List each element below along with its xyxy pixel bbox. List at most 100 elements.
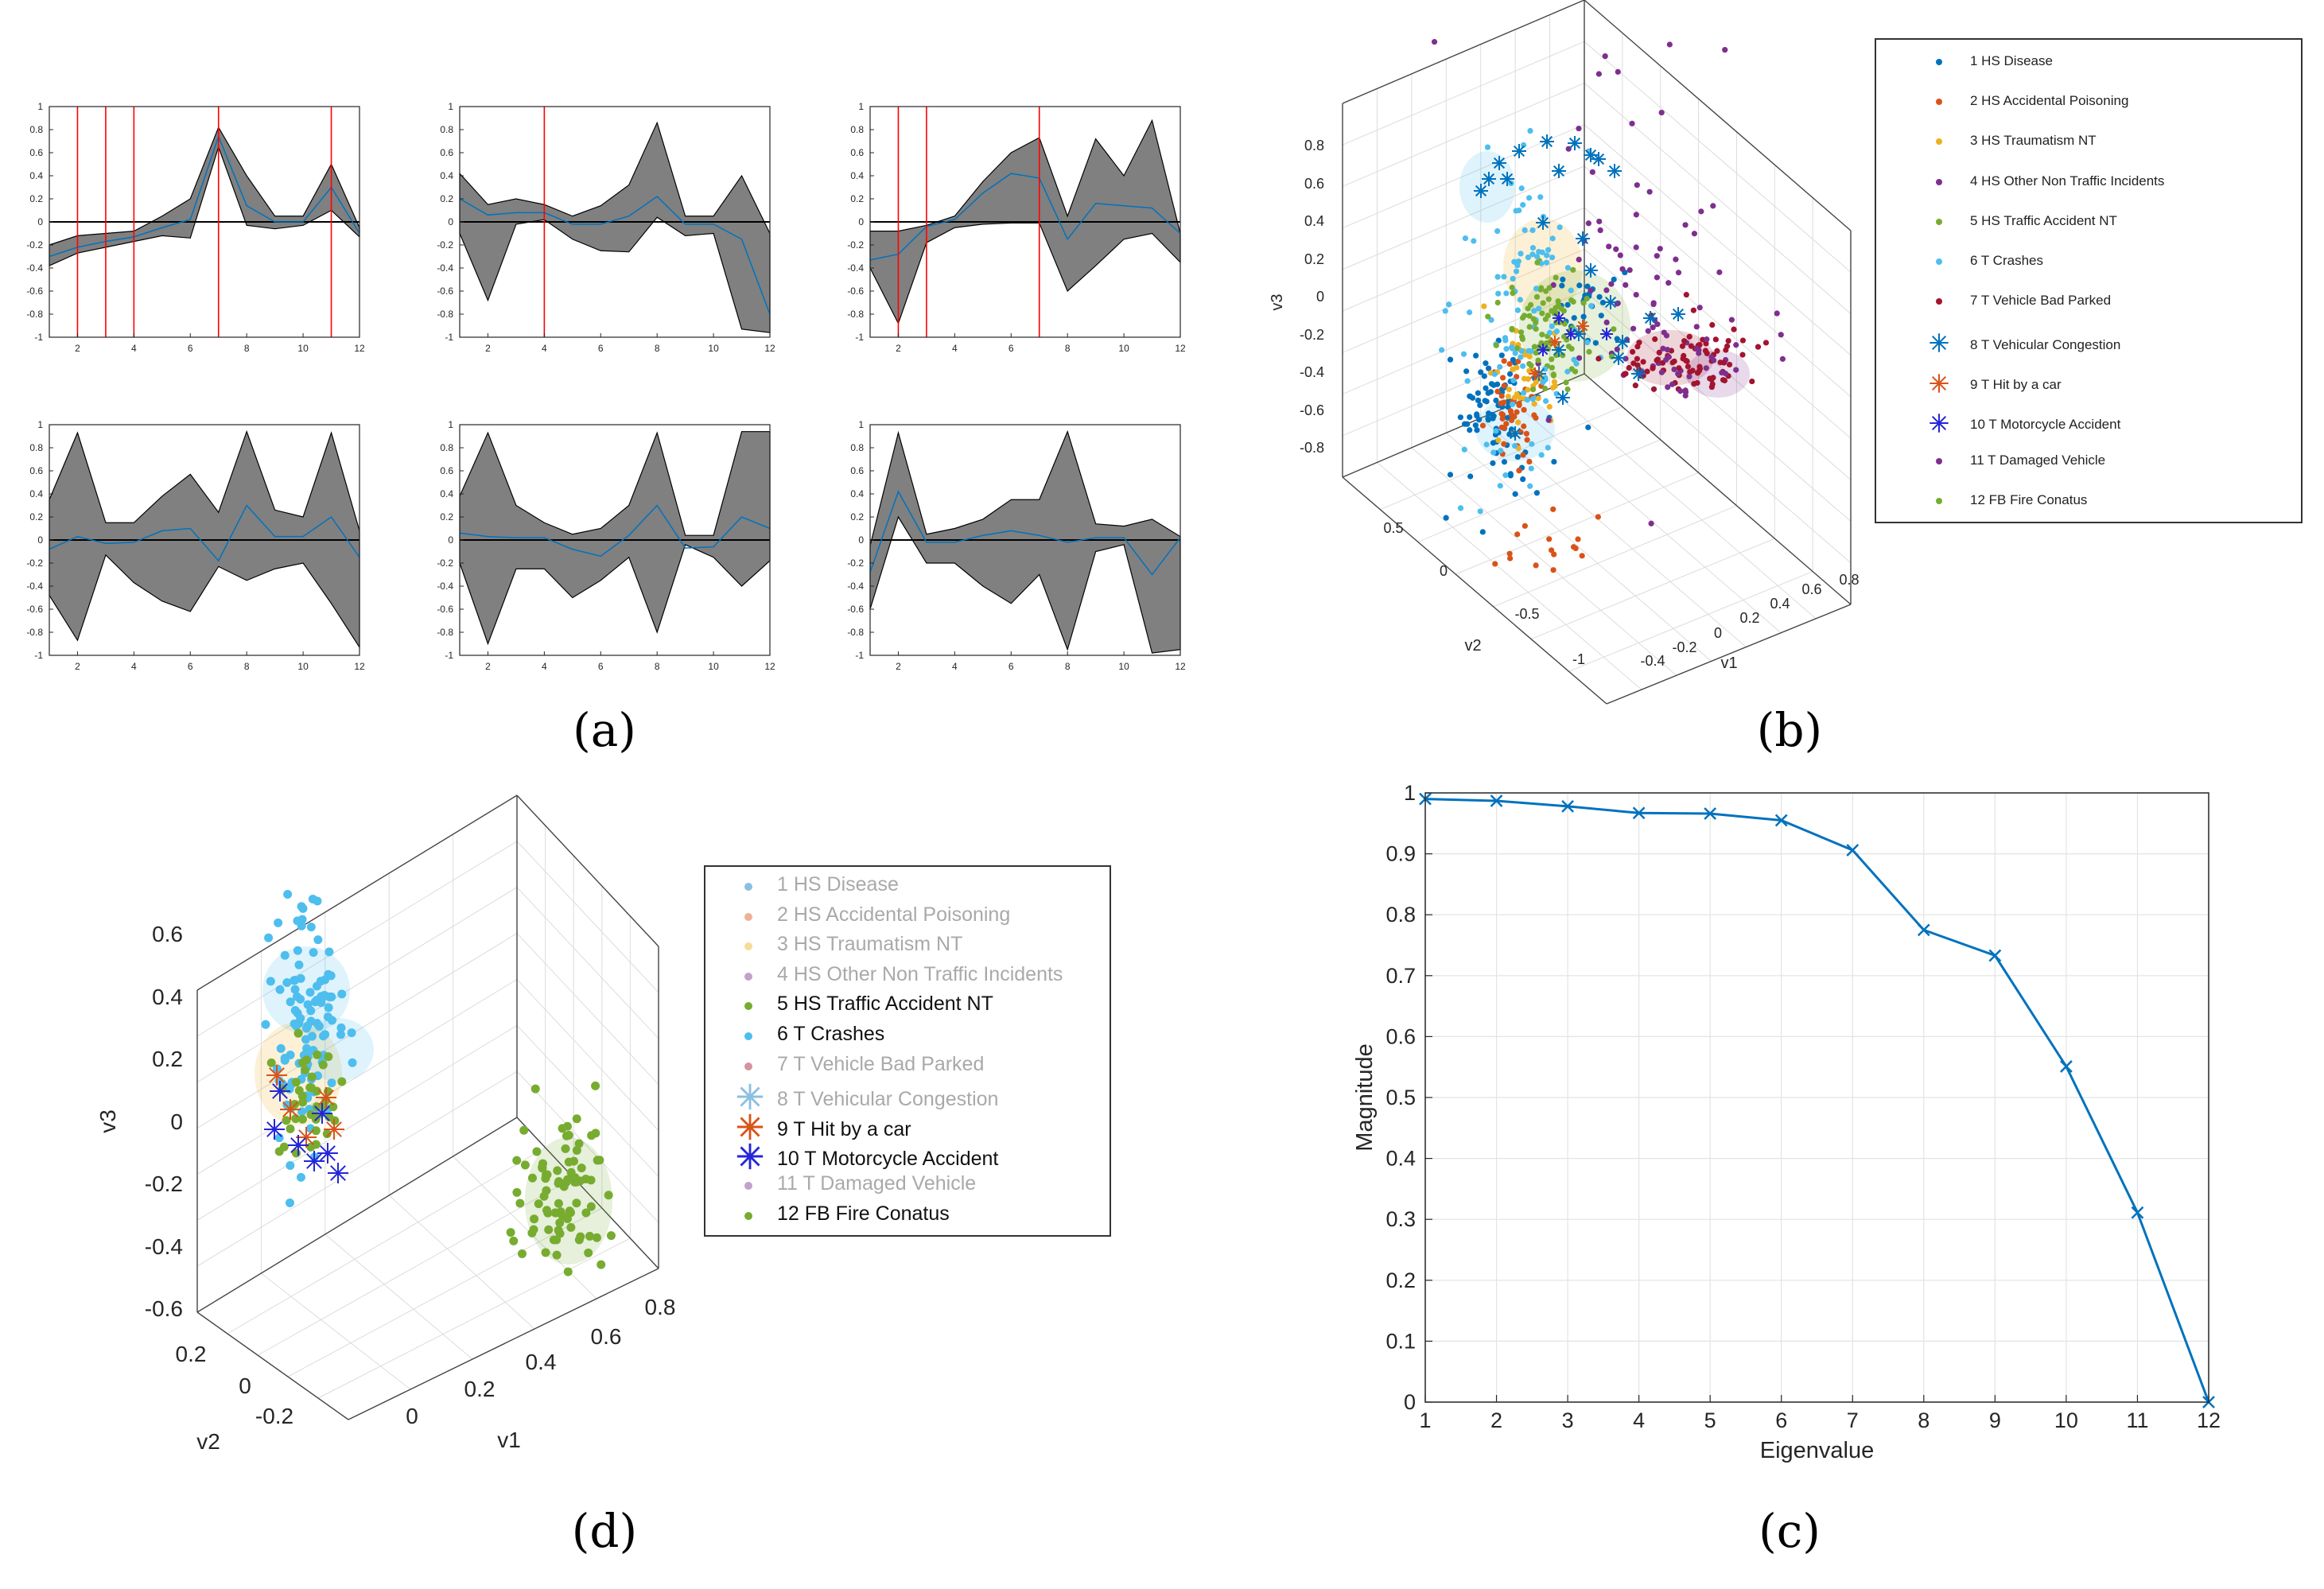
data-point bbox=[1498, 352, 1505, 359]
ytick-label: 0.2 bbox=[1385, 1268, 1416, 1292]
data-point bbox=[1683, 291, 1689, 298]
data-point bbox=[1529, 227, 1536, 234]
data-point bbox=[1698, 208, 1704, 215]
data-point bbox=[554, 1199, 563, 1208]
data-point bbox=[1530, 316, 1537, 322]
legend-item: 3 HS Traumatism NT bbox=[736, 933, 962, 956]
dot-marker-icon bbox=[1924, 53, 1954, 69]
data-point bbox=[1592, 340, 1599, 346]
data-point bbox=[1521, 142, 1527, 148]
subplot-a1: -1-0.8-0.6-0.4-0.200.20.40.60.812 4 6 8 10 12 bbox=[26, 101, 365, 354]
data-point bbox=[1534, 259, 1541, 266]
data-point bbox=[288, 1135, 309, 1156]
data-point bbox=[572, 1199, 581, 1208]
grid-line bbox=[1380, 406, 1623, 511]
data-point bbox=[1585, 424, 1591, 430]
ytick-label: -0.6 bbox=[847, 604, 864, 615]
series-2 bbox=[1492, 506, 1601, 573]
data-point bbox=[1588, 303, 1595, 309]
data-point bbox=[1654, 274, 1660, 281]
ytick-label: 0.6 bbox=[850, 465, 864, 476]
data-point bbox=[512, 1156, 522, 1165]
dot-marker-icon bbox=[736, 1053, 761, 1076]
cluster-halo bbox=[255, 1022, 342, 1125]
data-point bbox=[1457, 414, 1463, 421]
data-point bbox=[1693, 324, 1700, 330]
data-point bbox=[1510, 401, 1516, 407]
dot-marker-icon bbox=[736, 993, 761, 1016]
data-point bbox=[324, 1003, 333, 1012]
data-point bbox=[1549, 308, 1555, 314]
data-point bbox=[325, 947, 334, 957]
data-point bbox=[538, 1164, 547, 1173]
data-point bbox=[1481, 303, 1487, 309]
data-point bbox=[1477, 402, 1483, 409]
ytick-label: 0.7 bbox=[1385, 964, 1416, 988]
grid-line bbox=[1455, 472, 1699, 575]
data-point bbox=[1774, 814, 1788, 827]
panel-c-eigenvalue-line-chart: 1 2 3 4 5 6 7 8 9 10 11 1200.10.20.30.40.50.60.70.8… bbox=[1352, 781, 2221, 1463]
data-point bbox=[1629, 120, 1635, 126]
xtick-label: 4 bbox=[542, 343, 547, 354]
dot-marker-icon bbox=[736, 933, 761, 956]
data-point bbox=[1474, 184, 1488, 198]
data-point bbox=[323, 1012, 332, 1022]
data-point bbox=[1549, 254, 1556, 261]
ytick-label: -0.2 bbox=[847, 558, 864, 569]
data-point bbox=[1571, 356, 1577, 363]
ytick-label: -0.2 bbox=[26, 239, 43, 251]
data-point bbox=[1467, 427, 1473, 433]
ytick-label: 0.6 bbox=[440, 147, 453, 158]
grid-line bbox=[1584, 41, 1852, 273]
series-9 bbox=[1529, 320, 1589, 380]
legend-label: 3 HS Traumatism NT bbox=[777, 933, 963, 956]
legend-item: 10 T Motorcycle Accident bbox=[1924, 413, 2120, 437]
star-stroke bbox=[1584, 149, 1597, 161]
legend-item: 2 HS Accidental Poisoning bbox=[1924, 93, 2128, 109]
star-stroke bbox=[1565, 328, 1576, 340]
data-point bbox=[317, 1143, 338, 1164]
dot-marker-icon bbox=[736, 963, 761, 986]
data-point bbox=[1471, 238, 1477, 244]
data-point bbox=[1493, 428, 1499, 434]
data-point bbox=[293, 946, 302, 955]
marker-stroke bbox=[1774, 814, 1788, 827]
xtick-label: 2 bbox=[485, 343, 491, 354]
data-point bbox=[1676, 365, 1682, 371]
data-point bbox=[2060, 1060, 2073, 1073]
data-point bbox=[1527, 127, 1533, 134]
data-point bbox=[1684, 358, 1690, 364]
data-point bbox=[1714, 348, 1720, 354]
v3-tick-label: 0.6 bbox=[152, 922, 183, 946]
box-edge bbox=[196, 794, 518, 991]
data-point bbox=[1552, 164, 1566, 178]
grid-line bbox=[1342, 41, 1585, 146]
y-axis-label: Magnitude bbox=[1352, 1043, 1378, 1151]
data-point bbox=[558, 1124, 567, 1133]
data-point bbox=[296, 1127, 317, 1148]
data-point bbox=[1513, 268, 1520, 274]
data-point bbox=[1555, 298, 1561, 305]
data-point bbox=[347, 1028, 356, 1038]
data-point bbox=[1673, 256, 1679, 262]
data-point bbox=[552, 1250, 562, 1260]
data-point bbox=[1462, 235, 1469, 242]
grid-line bbox=[1342, 207, 1585, 312]
legend-label: 11 T Damaged Vehicle bbox=[1970, 453, 2106, 468]
data-point bbox=[1510, 289, 1516, 297]
ytick-label: 0.6 bbox=[440, 465, 453, 476]
subplot-a4: -1-0.8-0.6-0.4-0.200.20.40.60.812 4 6 8 10 12 bbox=[26, 419, 365, 672]
v2-tick-label: 0.2 bbox=[176, 1342, 207, 1366]
data-point bbox=[1529, 367, 1541, 380]
data-point bbox=[1514, 364, 1520, 371]
xtick-label: 2 bbox=[485, 661, 491, 672]
x-axis-label: Eigenvalue bbox=[1760, 1438, 1875, 1463]
data-point bbox=[1506, 371, 1514, 377]
data-point bbox=[1508, 426, 1522, 441]
box-edge bbox=[516, 794, 659, 947]
data-point bbox=[1603, 319, 1610, 326]
v2-tick-label: -0.2 bbox=[255, 1404, 293, 1428]
star-stroke bbox=[1577, 321, 1588, 332]
data-point bbox=[1500, 172, 1514, 186]
data-point bbox=[1599, 299, 1607, 306]
